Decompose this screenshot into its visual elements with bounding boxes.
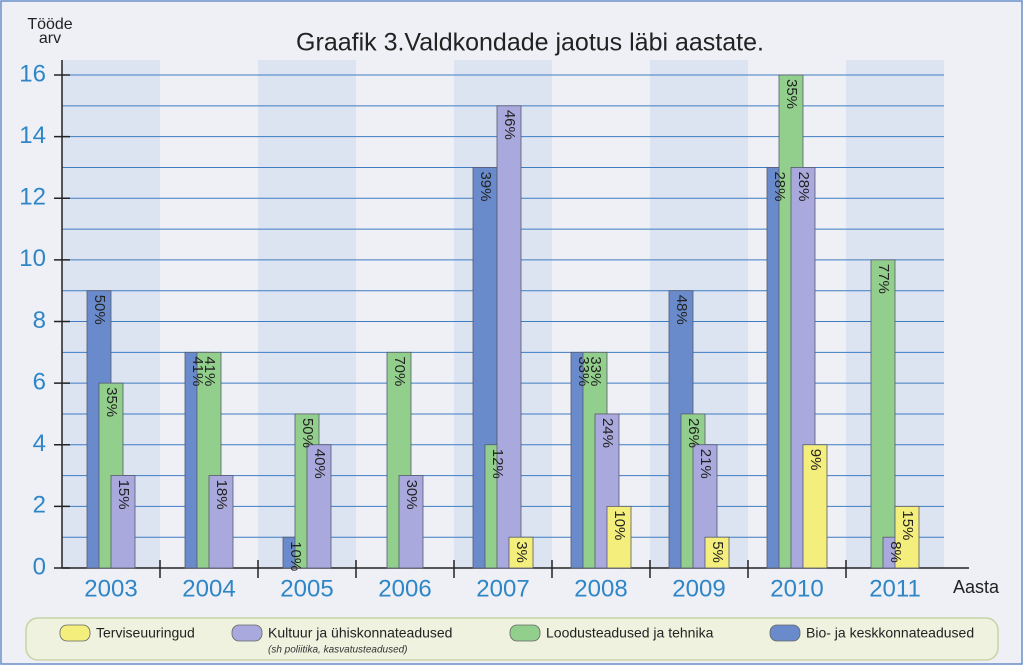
bar [894,505,920,569]
x-tick-label: 2005 [280,575,333,602]
value-label: 35% [783,79,800,109]
value-label: 33% [575,356,592,386]
legend-swatch [231,624,263,642]
value-label: 15% [115,480,132,510]
x-tick-label: 2006 [378,575,431,602]
x-tick-label: 2010 [770,575,823,602]
legend-swatch [769,624,801,642]
legend-swatch [59,624,91,642]
legend-label: Terviseuuringud [96,625,195,641]
x-tick-label: 2008 [574,575,627,602]
value-label: 41% [189,356,206,386]
value-label: 77% [875,264,892,294]
y-axis-label: Tööde arv [27,16,73,47]
bar [398,475,424,569]
y-tick-label: 12 [19,184,46,211]
value-label: 9% [807,449,824,471]
y-tick-label: 16 [19,60,46,87]
bar [704,536,730,569]
x-tick-label: 2004 [182,575,235,602]
bar [208,475,234,569]
value-label: 5% [709,541,726,563]
bar [802,444,828,569]
chart-title: Graafik 3.Valdkondade jaotus läbi aastat… [296,29,764,57]
value-label: 46% [501,110,518,140]
legend-swatch [509,624,541,642]
value-label: 39% [477,171,494,201]
value-label: 50% [299,418,316,448]
legend-label: Loodusteadused ja tehnika [546,625,714,641]
x-tick-label: 2011 [869,575,921,602]
y-tick-label: 0 [33,553,46,580]
y-tick-label: 4 [33,430,46,457]
bar [110,475,136,569]
value-label: 18% [213,480,230,510]
x-tick-label: 2007 [476,575,529,602]
value-label: 12% [489,449,506,479]
value-label: 15% [899,510,916,540]
bar [508,536,534,569]
y-tick-label: 2 [33,492,46,519]
value-label: 41% [201,356,218,386]
value-label: 40% [311,449,328,479]
value-label: 8% [887,541,904,563]
x-axis-label: Aasta [953,577,1000,597]
bar [870,259,896,569]
value-label: 35% [103,387,120,417]
value-label: 10% [611,510,628,540]
value-label: 33% [587,356,604,386]
value-label: 21% [697,449,714,479]
legend-label: Bio- ja keskkonnateadused [806,625,974,641]
bar [306,444,332,569]
y-tick-label: 6 [33,368,46,395]
x-tick-label: 2009 [672,575,725,602]
value-label: 28% [771,171,788,201]
bar [496,105,522,569]
y-tick-label: 10 [19,245,46,272]
value-label: 50% [91,295,108,325]
value-label: 30% [403,480,420,510]
y-tick-label: 8 [33,307,46,334]
x-tick-label: 2003 [84,575,137,602]
value-label: 28% [795,171,812,201]
value-label: 3% [513,541,530,563]
value-label: 70% [391,356,408,386]
value-label: 10% [287,541,304,571]
value-label: 24% [599,418,616,448]
legend-note: (sh poliitika, kasvatusteadused) [268,645,408,656]
bar [606,505,632,569]
value-label: 48% [673,295,690,325]
y-tick-label: 14 [19,122,46,149]
value-label: 26% [685,418,702,448]
legend-label: Kultuur ja ühiskonnateadused [268,625,452,641]
